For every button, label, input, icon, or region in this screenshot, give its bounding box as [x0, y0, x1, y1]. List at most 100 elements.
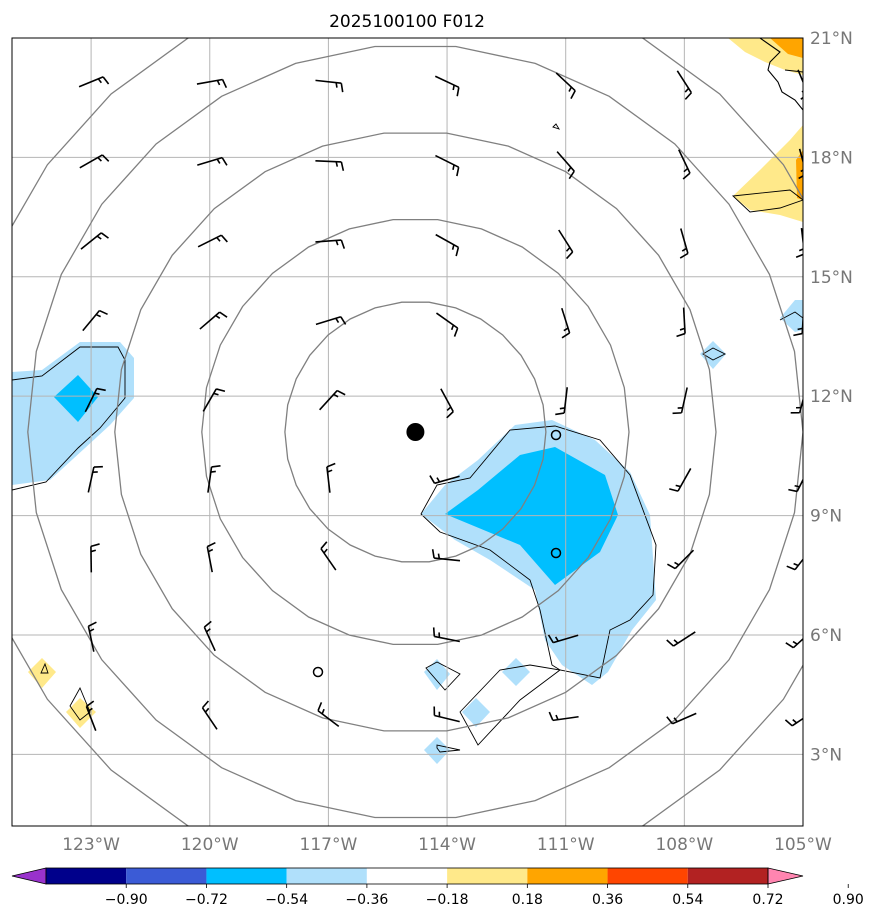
- colorbar: −0.90 −0.72 −0.54 −0.36 −0.18 0.18 0.36 0.54 0.7…: [11, 867, 864, 908]
- wind-barb: [203, 620, 216, 652]
- wind-barb: [547, 634, 579, 644]
- colorbar-tick-label: −0.54: [265, 892, 308, 908]
- light-blue-patch-east: [780, 300, 803, 332]
- colorbar-tick-label: −0.18: [426, 892, 469, 908]
- wind-barb: [197, 156, 228, 166]
- colorbar-segment: [447, 868, 528, 884]
- wind-barb: [676, 307, 686, 338]
- wind-barb: [666, 712, 697, 725]
- wind-barb: [795, 227, 803, 258]
- lat-tick-label: 12°N: [810, 387, 853, 407]
- wind-barb: [207, 465, 221, 493]
- wind-barb: [87, 621, 97, 652]
- wind-barb: [197, 234, 228, 248]
- gridlines: [12, 38, 803, 826]
- wind-barb: [788, 477, 803, 493]
- colorbar-tick-label: 0.54: [672, 892, 703, 908]
- wind-barb: [666, 549, 695, 570]
- wind-barb: [82, 309, 108, 332]
- latitude-labels: 3°N 6°N 9°N 12°N 15°N 18°N 21°N: [810, 29, 853, 765]
- wind-barb: [440, 388, 454, 419]
- wind-barb: [666, 631, 696, 647]
- lon-tick-label: 105°W: [774, 835, 832, 855]
- wind-barbs: [78, 69, 803, 731]
- wind-barb: [784, 717, 803, 727]
- range-ring: [284, 301, 547, 563]
- longitude-labels: 123°W 120°W 117°W 114°W 111°W 108°W 105°W: [62, 835, 832, 855]
- wind-barb: [556, 151, 575, 180]
- contour-small-south: [436, 744, 461, 753]
- colorbar-segment: [46, 868, 127, 884]
- lat-tick-label: 18°N: [810, 148, 853, 168]
- lat-tick-label: 21°N: [810, 29, 853, 49]
- wind-barb: [435, 312, 459, 337]
- contour-diamond-east: [702, 347, 727, 361]
- wind-barb: [202, 388, 226, 412]
- lat-tick-label: 3°N: [810, 745, 842, 765]
- wind-barb: [315, 239, 346, 249]
- contour-central: [420, 425, 657, 679]
- wind-barb: [320, 541, 337, 571]
- lat-tick-label: 9°N: [810, 507, 842, 527]
- contour-yellow-east: [731, 189, 803, 213]
- lat-tick-label: 6°N: [810, 626, 842, 646]
- wind-barb: [90, 543, 100, 573]
- wind-barb: [87, 465, 103, 493]
- wind-barb: [315, 316, 347, 326]
- wind-barb: [790, 397, 803, 414]
- light-blue-diamond-2: [424, 659, 450, 690]
- colorbar-tick-label: 0.72: [752, 892, 783, 908]
- contour-diamond-south: [425, 661, 461, 691]
- wind-barb: [319, 389, 346, 411]
- wind-barb: [786, 558, 803, 571]
- orange-patch-east: [796, 150, 803, 200]
- colorbar-segment: [527, 868, 608, 884]
- contour-west: [12, 346, 126, 491]
- colorbar-tick-label: 0.36: [592, 892, 623, 908]
- wind-barb: [206, 541, 216, 573]
- plot-title: 2025100100 F012: [329, 12, 485, 32]
- range-ring: [27, 45, 803, 819]
- wind-barb: [678, 149, 691, 180]
- calm-station-circle: [312, 666, 324, 678]
- light-blue-diamond-5: [424, 737, 450, 764]
- wind-barb: [433, 706, 460, 723]
- wind-barb: [84, 387, 106, 413]
- wind-barb: [434, 75, 460, 97]
- wind-barb: [435, 233, 460, 257]
- wind-barb: [326, 462, 336, 493]
- contour-tiny-north: [552, 123, 561, 130]
- map-area: [12, 38, 803, 826]
- wind-barb: [80, 232, 109, 250]
- calm-station-circle: [550, 429, 562, 441]
- storm-center-marker: [406, 423, 425, 441]
- wind-barb: [78, 76, 110, 88]
- map-frame: [11, 37, 804, 827]
- lon-tick-label: 123°W: [62, 835, 120, 855]
- lon-tick-label: 114°W: [418, 835, 476, 855]
- lat-tick-label: 15°N: [810, 268, 853, 288]
- colorbar-segment: [286, 868, 367, 884]
- light-blue-diamond-3: [502, 658, 530, 686]
- wind-barb: [315, 160, 345, 171]
- colorbar-segment: [607, 868, 688, 884]
- wind-barb: [679, 228, 689, 259]
- wind-barb: [79, 154, 110, 169]
- lon-tick-label: 120°W: [181, 835, 239, 855]
- colorbar-extend-low: [11, 867, 47, 885]
- orange-patch-northeast: [770, 38, 803, 58]
- wind-barb: [196, 78, 228, 89]
- colorbar-segment: [687, 868, 768, 884]
- light-blue-diamond-4: [462, 698, 490, 727]
- wind-barb: [548, 711, 579, 722]
- colorbar-segment: [366, 868, 448, 884]
- wind-barb: [672, 387, 688, 415]
- wind-barb: [785, 637, 803, 649]
- lon-tick-label: 108°W: [655, 835, 713, 855]
- lon-tick-label: 117°W: [300, 835, 358, 855]
- colorbar-frame: [45, 867, 769, 885]
- contour-yellow-sw: [69, 686, 91, 721]
- wind-barb: [793, 307, 803, 337]
- wind-barb: [201, 700, 218, 730]
